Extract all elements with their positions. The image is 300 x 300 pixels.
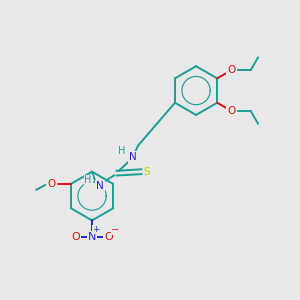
Text: H: H bbox=[118, 146, 125, 157]
Text: N: N bbox=[96, 181, 104, 191]
Text: H: H bbox=[85, 175, 92, 185]
Text: O: O bbox=[227, 65, 236, 75]
Text: N: N bbox=[88, 232, 96, 242]
Text: N: N bbox=[129, 152, 136, 162]
Text: O: O bbox=[227, 106, 236, 116]
Text: +: + bbox=[92, 225, 100, 234]
Text: S: S bbox=[144, 167, 150, 177]
Text: O: O bbox=[71, 232, 80, 242]
Text: −: − bbox=[111, 225, 119, 235]
Text: O: O bbox=[47, 179, 55, 189]
Text: O: O bbox=[104, 232, 113, 242]
